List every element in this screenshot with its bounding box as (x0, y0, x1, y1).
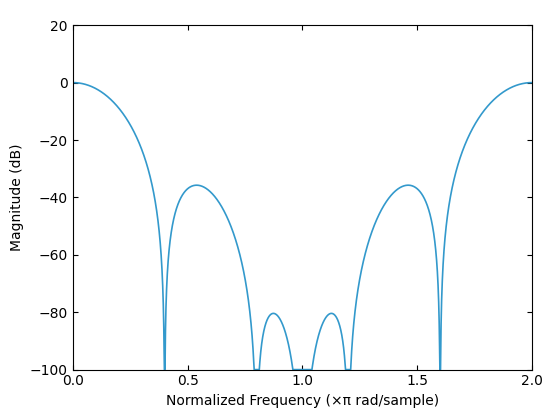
X-axis label: Normalized Frequency (×π rad/sample): Normalized Frequency (×π rad/sample) (166, 394, 439, 408)
Y-axis label: Magnitude (dB): Magnitude (dB) (11, 144, 25, 251)
